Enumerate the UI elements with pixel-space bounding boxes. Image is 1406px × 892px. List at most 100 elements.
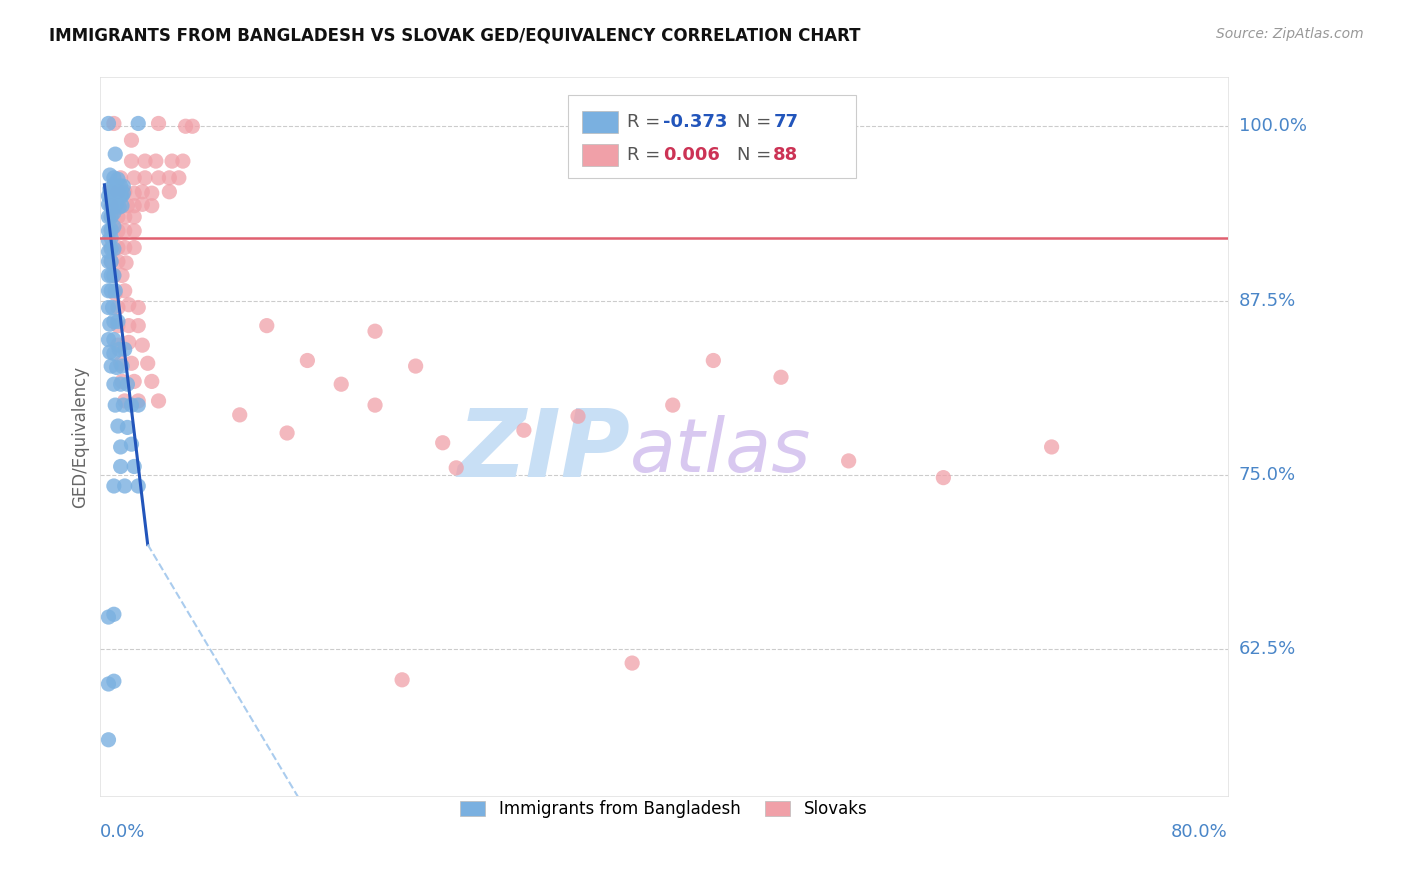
Point — [118, 318, 141, 333]
Point — [107, 185, 129, 199]
Point — [111, 359, 134, 373]
Point — [122, 241, 145, 255]
Point — [103, 219, 125, 234]
Point — [97, 210, 120, 224]
Text: 80.0%: 80.0% — [1171, 823, 1227, 841]
Point — [297, 353, 319, 368]
Point — [107, 301, 129, 315]
Point — [108, 186, 131, 201]
Point — [103, 268, 125, 283]
Text: 87.5%: 87.5% — [1239, 292, 1296, 310]
Point — [117, 199, 139, 213]
Point — [114, 479, 136, 493]
Point — [103, 479, 125, 493]
Point — [114, 241, 136, 255]
Point — [97, 189, 120, 203]
Point — [172, 154, 194, 169]
Point — [141, 375, 163, 389]
Point — [174, 120, 197, 134]
Point — [276, 425, 298, 440]
Point — [97, 333, 120, 347]
Point — [405, 359, 427, 373]
Point — [118, 335, 141, 350]
Point — [131, 197, 153, 211]
Point — [157, 185, 180, 199]
Point — [107, 199, 129, 213]
Point — [134, 154, 156, 169]
Point — [513, 423, 536, 437]
Point — [101, 301, 124, 315]
Point — [103, 116, 125, 130]
Point — [103, 200, 125, 214]
Point — [330, 377, 353, 392]
Point — [100, 242, 122, 256]
Point — [97, 197, 120, 211]
Point — [107, 241, 129, 255]
Point — [121, 356, 143, 370]
Point — [103, 205, 125, 219]
FancyBboxPatch shape — [582, 112, 617, 133]
Point — [157, 170, 180, 185]
Point — [148, 393, 170, 408]
Point — [148, 170, 170, 185]
Text: 0.006: 0.006 — [662, 146, 720, 164]
Point — [122, 186, 145, 201]
Point — [122, 375, 145, 389]
Point — [110, 459, 132, 474]
Text: atlas: atlas — [630, 415, 811, 487]
Point — [127, 301, 149, 315]
Text: 88: 88 — [773, 146, 799, 164]
Text: N =: N = — [737, 146, 778, 164]
Point — [103, 242, 125, 256]
Point — [122, 459, 145, 474]
Point — [112, 179, 135, 194]
Point — [107, 338, 129, 352]
Point — [97, 610, 120, 624]
Text: -0.373: -0.373 — [662, 113, 727, 131]
Point — [100, 268, 122, 283]
Point — [103, 346, 125, 360]
Text: Source: ZipAtlas.com: Source: ZipAtlas.com — [1216, 27, 1364, 41]
Point — [100, 210, 122, 224]
Point — [121, 398, 143, 412]
Point — [114, 185, 136, 199]
Point — [108, 200, 131, 214]
Point — [97, 732, 120, 747]
Point — [107, 318, 129, 333]
Point — [103, 333, 125, 347]
Point — [115, 256, 138, 270]
Point — [1040, 440, 1063, 454]
Point — [100, 210, 122, 224]
Point — [769, 370, 792, 384]
Point — [100, 254, 122, 268]
Text: 100.0%: 100.0% — [1239, 117, 1306, 136]
Point — [97, 284, 120, 298]
Point — [104, 147, 127, 161]
Point — [100, 231, 122, 245]
Point — [117, 420, 139, 434]
Point — [364, 324, 387, 338]
Point — [131, 185, 153, 199]
Point — [103, 377, 125, 392]
Point — [122, 199, 145, 213]
Point — [141, 186, 163, 201]
Point — [145, 154, 167, 169]
Point — [100, 200, 122, 214]
Point — [100, 185, 122, 199]
Point — [661, 398, 683, 412]
Point — [702, 353, 724, 368]
Point — [103, 314, 125, 328]
Point — [621, 656, 644, 670]
Point — [98, 168, 121, 182]
Point — [256, 318, 278, 333]
Point — [107, 224, 129, 238]
Point — [444, 461, 467, 475]
Point — [932, 470, 955, 484]
Point — [167, 170, 190, 185]
Point — [110, 377, 132, 392]
Point — [100, 359, 122, 373]
Point — [121, 154, 143, 169]
Point — [122, 170, 145, 185]
Point — [181, 120, 204, 134]
Point — [112, 398, 135, 412]
